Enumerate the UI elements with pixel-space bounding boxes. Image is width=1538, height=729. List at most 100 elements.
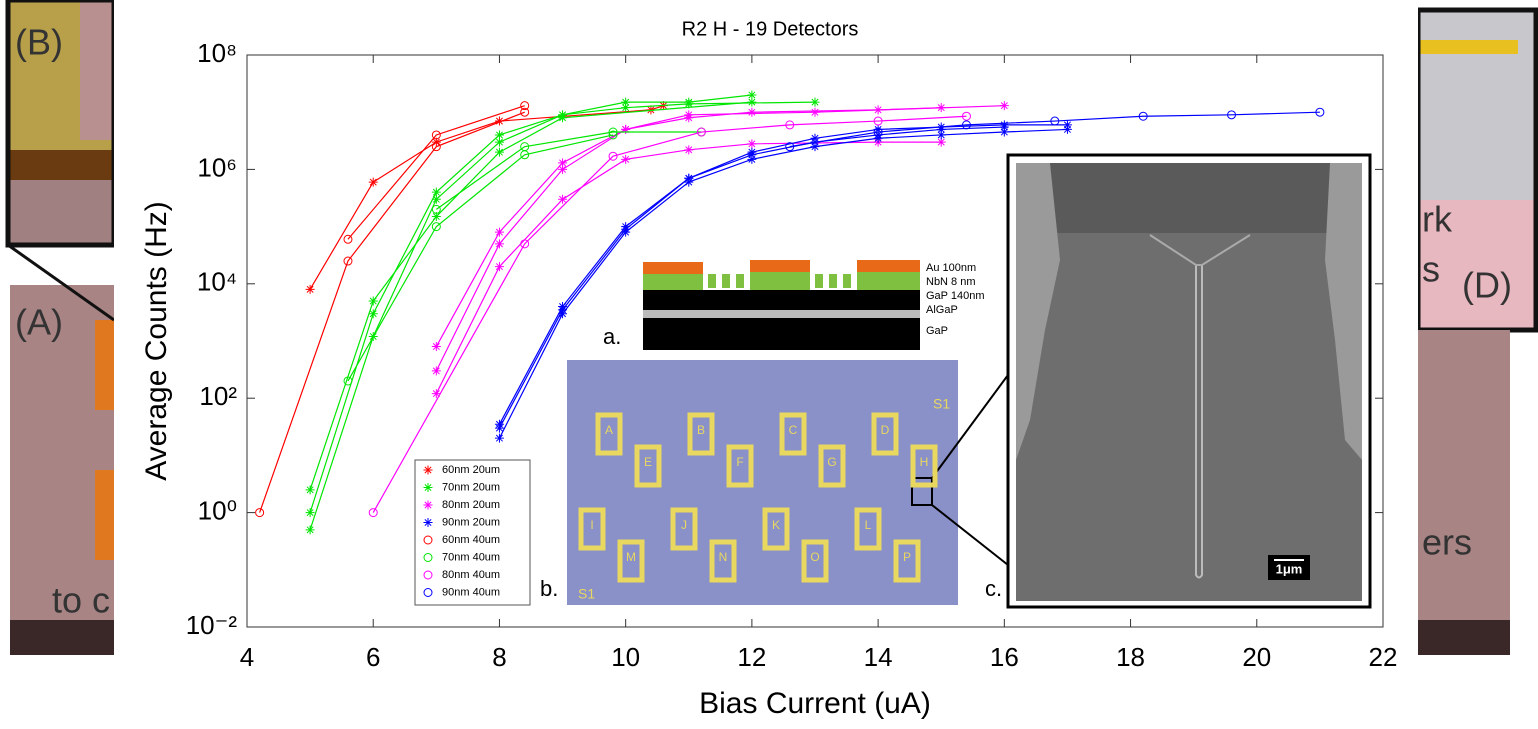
x-tick-label: 12	[737, 642, 766, 672]
marker	[494, 116, 504, 126]
marker	[1315, 107, 1325, 117]
marker	[961, 111, 971, 121]
series-line	[347, 134, 614, 382]
detector-label: A	[605, 423, 613, 437]
marker	[431, 137, 441, 147]
detector-pad	[871, 412, 899, 456]
panel-a-pad	[95, 320, 114, 410]
detector-pad	[893, 539, 921, 583]
marker	[423, 535, 433, 545]
marker	[684, 110, 694, 120]
layer-au	[857, 260, 920, 272]
marker	[494, 262, 504, 272]
legend-label: 70nm 20um	[442, 481, 500, 493]
marker	[520, 142, 530, 152]
layer-nbn	[750, 272, 810, 290]
nanowires	[708, 274, 851, 288]
marker	[494, 433, 504, 443]
detector-pad	[762, 507, 790, 551]
detector-label: G	[827, 455, 836, 469]
marker	[520, 101, 530, 111]
detector-label: B	[697, 423, 705, 437]
marker	[305, 525, 315, 535]
marker	[431, 130, 441, 140]
marker	[936, 137, 946, 147]
x-tick-label: 16	[990, 642, 1019, 672]
series-line	[309, 105, 664, 290]
x-tick-label: 4	[240, 642, 254, 672]
marker	[368, 508, 378, 518]
marker	[558, 164, 568, 174]
marker	[423, 483, 433, 492]
marker	[494, 130, 504, 140]
marker	[961, 120, 971, 130]
sem-image	[1016, 163, 1362, 601]
marker	[810, 97, 820, 107]
inset-label: c.	[985, 576, 1002, 601]
detector-label: O	[810, 550, 819, 564]
zoom-box	[911, 477, 933, 506]
chart-title: R2 H - 19 Detectors	[682, 18, 859, 40]
marker	[621, 97, 631, 107]
marker	[621, 222, 631, 232]
marker	[810, 142, 820, 152]
marker	[255, 508, 265, 518]
legend-label: 80nm 20um	[442, 499, 500, 511]
marker	[368, 309, 378, 319]
marker	[621, 103, 631, 113]
panel-a-pad	[95, 470, 114, 560]
marker	[494, 419, 504, 429]
marker	[873, 130, 883, 140]
marker	[431, 204, 441, 214]
marker	[431, 194, 441, 204]
x-tick-label: 10	[611, 642, 640, 672]
marker	[608, 151, 618, 161]
detector-pad	[634, 444, 662, 488]
marker	[747, 90, 757, 100]
detector-pad	[670, 507, 698, 551]
inset-label: a.	[603, 324, 621, 349]
marker	[343, 256, 353, 266]
legend-label: 80nm 40um	[442, 569, 500, 581]
detector-pad	[910, 444, 938, 488]
layer-label: NbN 8 nm	[926, 276, 976, 288]
y-tick-label: 10⁻²	[186, 610, 238, 640]
marker	[558, 158, 568, 168]
marker	[1062, 124, 1072, 134]
series-line	[372, 115, 967, 513]
x-tick-label: 6	[366, 642, 380, 672]
panel-label: (A)	[15, 302, 63, 343]
series-line	[435, 141, 942, 394]
layer-gap	[643, 318, 920, 350]
series-line	[789, 111, 1320, 148]
marker	[646, 105, 656, 115]
marker	[368, 296, 378, 306]
legend-label: 90nm 40um	[442, 586, 500, 598]
chip-image	[567, 360, 958, 605]
marker	[494, 137, 504, 147]
panel-text: rk	[1422, 199, 1453, 240]
marker	[696, 127, 706, 137]
layer-gap140	[643, 290, 920, 310]
panel-d-pad	[1418, 40, 1518, 54]
marker	[873, 124, 883, 134]
inset-label: b.	[540, 576, 558, 601]
x-tick-label: 14	[864, 642, 893, 672]
layer-label: GaP	[926, 325, 948, 337]
layer-label: Au 100nm	[926, 262, 976, 274]
marker	[343, 376, 353, 386]
x-tick-label: 22	[1369, 642, 1398, 672]
marker	[431, 366, 441, 376]
marker	[431, 389, 441, 399]
detector-pad	[779, 412, 807, 456]
marker	[1062, 120, 1072, 130]
sem-edge	[1016, 163, 1060, 460]
marker	[431, 222, 441, 232]
x-axis-label: Bias Current (uA)	[699, 687, 931, 720]
marker	[520, 239, 530, 249]
panel-b-pad	[80, 0, 114, 140]
panel-text: ers	[1422, 522, 1472, 563]
chip-mark: S1	[933, 396, 950, 412]
detector-label: F	[736, 455, 743, 469]
series-line	[309, 101, 752, 491]
